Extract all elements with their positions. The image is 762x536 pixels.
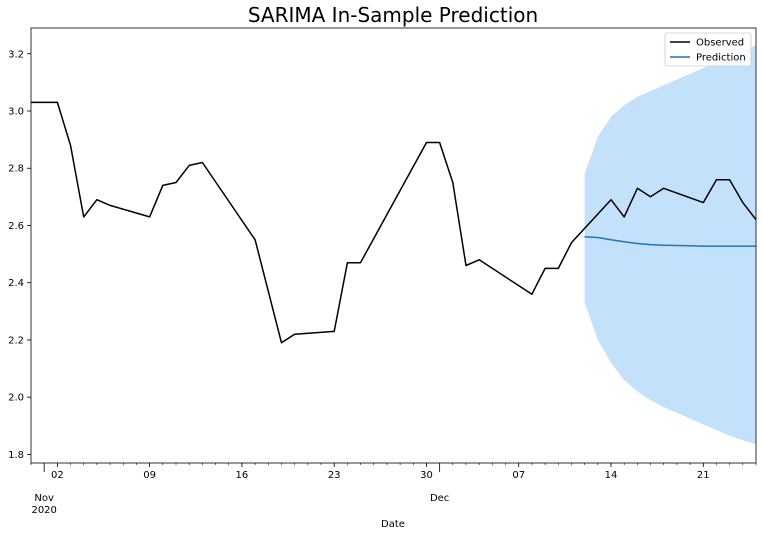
x-tick-label: 23	[328, 470, 341, 481]
y-tick-label: 2.2	[8, 335, 24, 346]
y-tick-label: 3.0	[8, 106, 24, 117]
x-tick-label: 14	[605, 470, 618, 481]
y-tick-label: 2.0	[8, 393, 24, 404]
plot-area	[31, 45, 757, 445]
chart-title: SARIMA In-Sample Prediction	[248, 3, 538, 27]
x-tick-label: 16	[236, 470, 249, 481]
y-tick-label: 1.8	[8, 450, 24, 461]
y-tick-label: 3.2	[8, 49, 24, 60]
series-line-observed	[31, 101, 757, 344]
x-tick-label: 30	[420, 470, 433, 481]
x-tick-label: 02	[51, 470, 64, 481]
y-tick-label: 2.4	[8, 278, 24, 289]
x-tick-label: 07	[512, 470, 525, 481]
series-line-prediction	[584, 236, 756, 247]
y-tick-label: 2.6	[8, 221, 24, 232]
x-month-label: Dec	[430, 493, 449, 504]
x-tick-label: 21	[697, 470, 710, 481]
x-tick-label: 09	[143, 470, 156, 481]
legend-label-prediction: Prediction	[696, 53, 746, 64]
axes: 1.8 2.0 2.2 2.4 2.6 2.8 3.0 3.2 02 09 16 23 30 07 14 21…	[8, 27, 757, 516]
x-year-label: 2020	[31, 505, 56, 516]
x-axis-label: Date	[381, 519, 405, 530]
plot-frame	[30, 27, 757, 464]
legend: Observed Prediction	[664, 32, 752, 67]
x-month-label: Nov	[34, 493, 54, 504]
legend-label-observed: Observed	[696, 38, 744, 49]
y-tick-label: 2.8	[8, 164, 24, 175]
